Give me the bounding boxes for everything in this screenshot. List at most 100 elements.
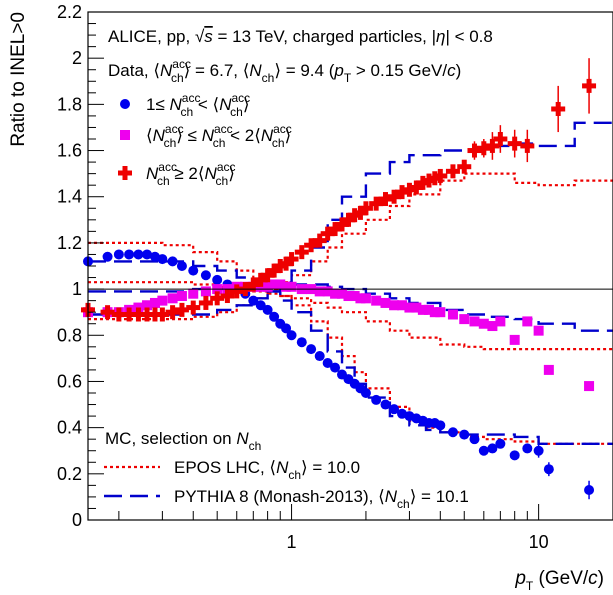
annotation-data-summary: Data, ⟨Nacc ch⟩ = 6.7, ⟨Nch⟩ = 9.4 (pT > …: [108, 57, 461, 85]
data-point-cross: [198, 295, 213, 310]
y-tick-label: 1.8: [57, 94, 82, 114]
data-point-square: [584, 381, 595, 392]
data-point-circle: [380, 399, 391, 410]
mc-curve-dotted-0: [88, 241, 613, 445]
data-point-circle: [262, 304, 273, 315]
data-point-circle: [124, 249, 135, 260]
y-tick-label: 1.6: [57, 141, 82, 161]
legend-marker-cross: [118, 166, 132, 180]
data-point-square: [200, 286, 211, 297]
data-point-circle: [522, 443, 533, 454]
y-tick-label: 0.6: [57, 371, 82, 391]
x-tick-label: 10: [529, 532, 549, 552]
data-point-cross: [369, 196, 384, 211]
data-point-circle: [330, 362, 341, 373]
data-point-cross: [155, 307, 170, 322]
data-point-cross: [334, 217, 349, 232]
data-point-circle: [142, 249, 153, 260]
y-tick-label: 0: [72, 510, 82, 530]
data-point-square: [429, 307, 440, 318]
x-tick-label: 1: [287, 532, 297, 552]
data-point-square: [360, 293, 371, 304]
data-point-cross: [122, 307, 137, 322]
data-point-square: [167, 293, 178, 304]
legend-label-cross: Nacc ch ≥ 2⟨Nacc ch⟩: [146, 160, 236, 188]
data-point-square: [355, 293, 366, 304]
data-point-circle: [113, 249, 124, 260]
data-point-circle: [176, 261, 187, 271]
data-point-circle: [296, 337, 307, 348]
legend-marker-square: [120, 130, 130, 140]
data-point-circle: [435, 420, 446, 431]
legend: ALICE, pp, √s = 13 TeV, charged particle…: [104, 27, 493, 511]
data-point-cross: [131, 307, 146, 322]
data-point-cross: [174, 302, 189, 317]
data-point-circle: [487, 443, 498, 454]
data-point-square: [188, 288, 199, 299]
data-point-square: [157, 295, 168, 306]
data-point-cross: [304, 238, 319, 253]
annotation-header: ALICE, pp, √s = 13 TeV, charged particle…: [108, 27, 493, 46]
data-point-cross: [358, 201, 373, 216]
y-tick-label: 0.4: [57, 418, 82, 438]
data-point-square: [543, 364, 554, 375]
data-point-square: [380, 297, 391, 308]
data-point-square: [469, 316, 480, 327]
data-point-square: [269, 279, 280, 290]
data-point-cross: [353, 205, 368, 220]
data-point-cross: [147, 307, 162, 322]
data-point-circle: [495, 438, 506, 449]
data-point-cross: [476, 141, 491, 156]
data-point-circle: [281, 323, 292, 334]
data-point-square: [336, 288, 347, 299]
data-point-square: [522, 316, 533, 327]
data-point-cross: [140, 307, 155, 322]
data-point-circle: [248, 295, 259, 306]
data-point-cross: [507, 136, 522, 151]
data-point-cross: [341, 212, 356, 227]
data-point-cross: [493, 132, 508, 146]
data-point-square: [459, 314, 470, 325]
data-point-cross: [111, 307, 126, 322]
data-point-square: [411, 302, 422, 313]
data-point-square: [533, 325, 544, 336]
data-point-cross: [210, 291, 225, 306]
data-point-square: [389, 300, 400, 311]
data-point-cross: [378, 192, 393, 207]
data-point-circle: [269, 311, 280, 322]
data-point-square: [478, 318, 489, 329]
data-point-cross: [165, 305, 180, 320]
data-point-square: [447, 309, 458, 320]
data-point-circle: [533, 445, 544, 456]
data-point-cross: [100, 305, 115, 320]
y-tick-label: 1.2: [57, 233, 82, 253]
data-point-circle: [167, 256, 178, 267]
legend-mc-header: MC, selection on Nch: [105, 429, 261, 453]
data-point-square: [435, 307, 446, 318]
data-point-cross: [294, 245, 309, 260]
data-point-square: [397, 300, 408, 311]
data-point-square: [424, 304, 435, 315]
data-point-cross: [395, 185, 410, 200]
data-point-circle: [157, 254, 168, 265]
data-point-circle: [306, 344, 317, 355]
data-point-circle: [543, 464, 554, 475]
data-point-square: [314, 286, 325, 297]
data-point-cross: [253, 272, 268, 287]
data-point-circle: [459, 429, 470, 440]
data-series: [81, 58, 597, 500]
axes: 0 0.2 0.4 0.6 0.8 1 1.2 1.4 1.6 1.8 2 2.2 1 10 pT (GeV…: [8, 2, 613, 593]
data-point-square: [281, 281, 292, 292]
legend-label-square: ⟨Nacc ch⟩ ≤ Nacc ch < 2⟨Nacc ch⟩: [146, 122, 292, 150]
data-point-cross: [260, 268, 275, 283]
y-tick-label: 2.2: [57, 2, 82, 22]
y-axis-title: Ratio to INEL>0: [8, 12, 29, 147]
data-point-cross: [284, 252, 299, 267]
y-tick-label: 1: [72, 279, 82, 299]
data-point-circle: [509, 450, 520, 461]
data-point-square: [322, 286, 333, 297]
data-point-circle: [478, 445, 489, 456]
data-point-circle: [286, 330, 297, 341]
y-tick-label: 2: [72, 48, 82, 68]
